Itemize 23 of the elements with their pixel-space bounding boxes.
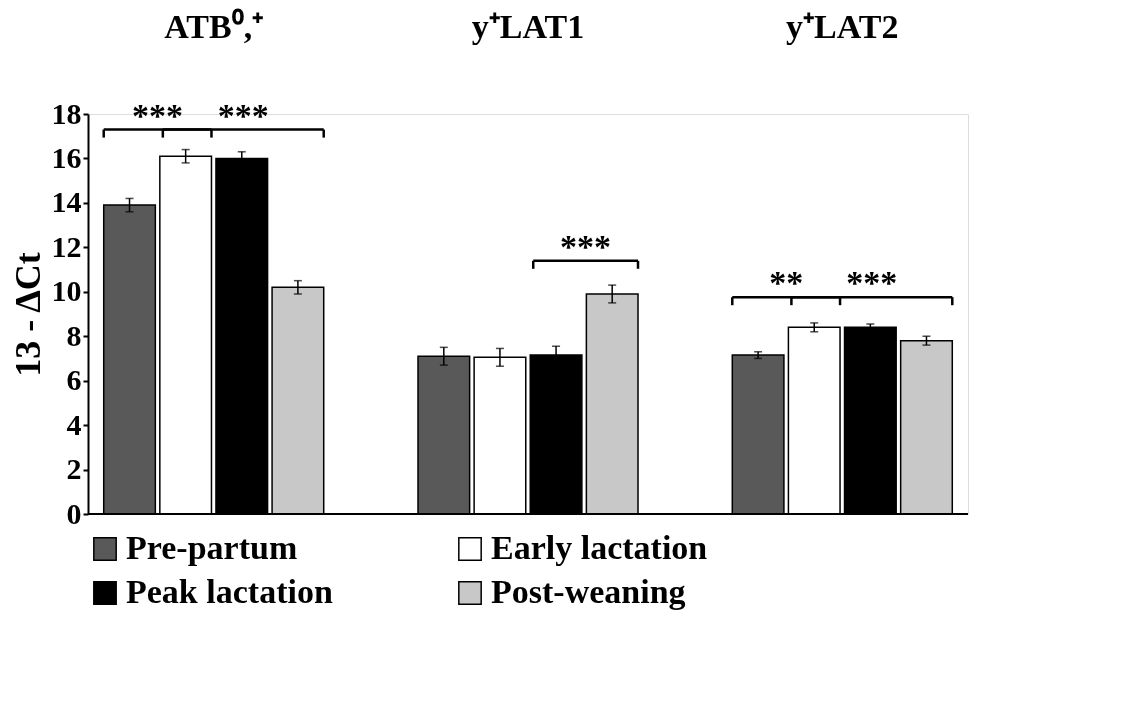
y-tick-label: 4 (66, 407, 82, 441)
legend-label: Pre-partum (126, 529, 298, 566)
x-tick-label: ATB⁰,⁺ (164, 7, 264, 45)
y-tick-label: 16 (51, 140, 82, 174)
y-tick-label: 14 (51, 185, 82, 219)
y-axis-title: 13 - ΔCt (7, 252, 48, 377)
legend-label: Early lactation (491, 529, 708, 566)
y-tick-label: 10 (51, 274, 82, 308)
legend-label: Peak lactation (126, 573, 333, 610)
x-tick-label: y⁺LAT1 (471, 7, 585, 45)
y-tick-label: 6 (66, 363, 82, 397)
legend-label: Post-weaning (491, 573, 686, 610)
y-tick-label: 2 (66, 452, 82, 486)
y-tick-label: 8 (66, 318, 82, 352)
y-tick-label: 12 (51, 229, 82, 263)
y-tick-label: 0 (66, 496, 82, 530)
annotation: *** (560, 227, 612, 265)
x-tick-label: y⁺LAT2 (786, 7, 899, 45)
y-tick-label: 18 (51, 96, 82, 130)
annotation: *** (132, 96, 184, 134)
annotation: *** (846, 264, 898, 302)
annotation: ** (769, 264, 804, 302)
annotation: *** (217, 96, 269, 134)
